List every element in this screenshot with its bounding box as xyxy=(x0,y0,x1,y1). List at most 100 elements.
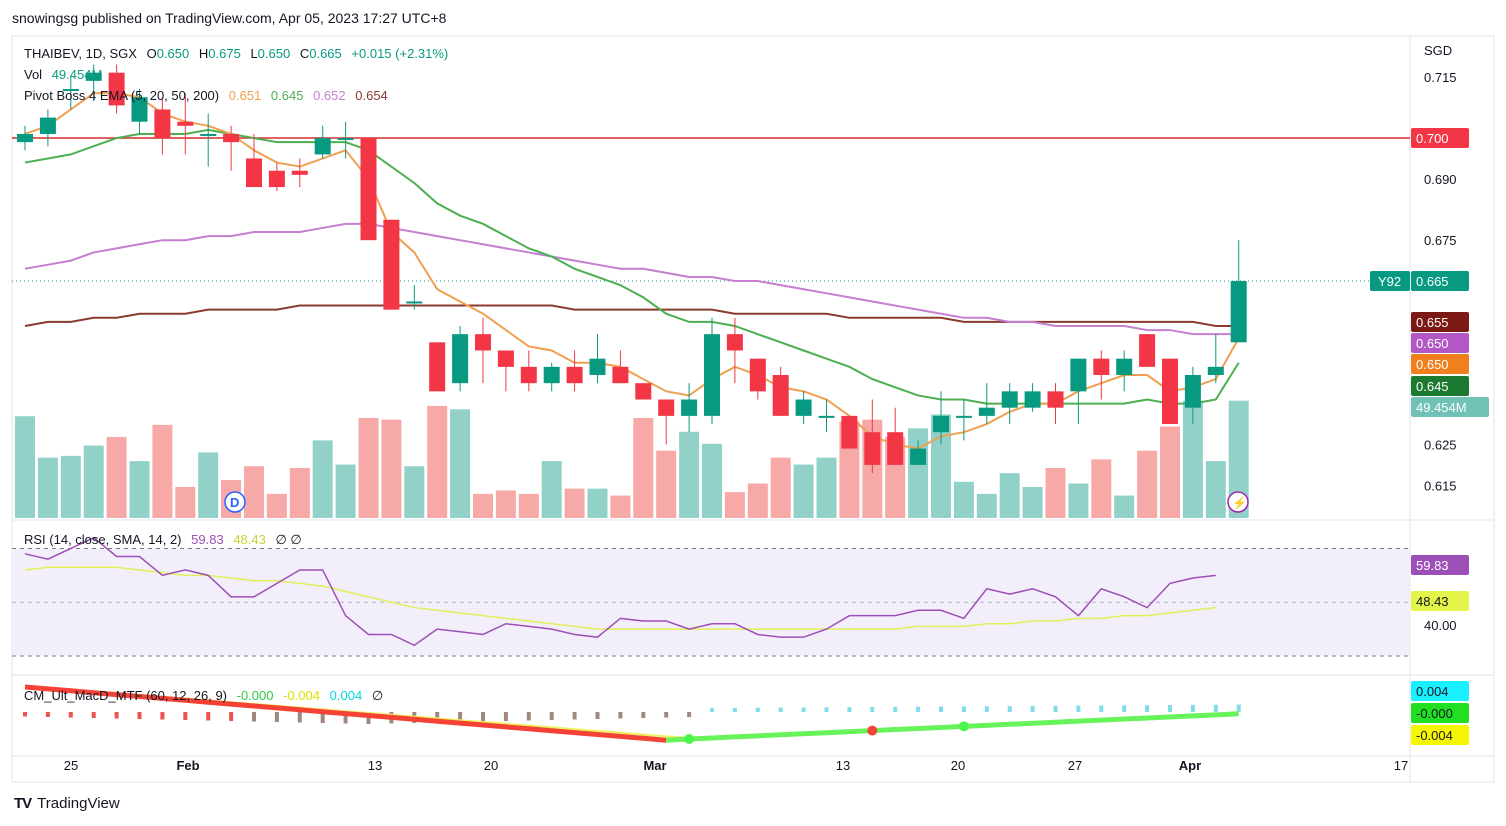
macd-histogram-bar xyxy=(687,712,692,717)
volume-value: 49.454M xyxy=(51,67,103,82)
volume-bar xyxy=(931,414,951,518)
volume-bar xyxy=(1182,400,1203,518)
price-axis-tick: 0.615 xyxy=(1424,478,1457,493)
tag-macd-b-bg xyxy=(1411,703,1469,723)
macd-histogram-bar xyxy=(343,712,348,724)
tag-rsi-sma: 48.43 xyxy=(1416,594,1449,609)
tag-macd-a: 0.004 xyxy=(1416,684,1449,699)
tag-last-bg xyxy=(1411,271,1469,292)
volume-bar xyxy=(587,488,608,518)
tag-ema50: 0.650 xyxy=(1416,336,1449,351)
candle-body xyxy=(85,72,102,81)
volume-bar xyxy=(770,457,791,518)
volume-bar xyxy=(83,445,104,518)
earnings-flash-icon: ⚡ xyxy=(1232,496,1247,510)
rsi-legend[interactable]: RSI (14, close, SMA, 14, 2) 59.83 48.43 … xyxy=(24,532,308,548)
volume-bar xyxy=(129,461,150,518)
macd-cross-dot xyxy=(684,734,695,744)
volume-bar xyxy=(404,466,425,518)
macd-histogram-bar xyxy=(664,712,669,718)
dividend-marker xyxy=(224,491,246,513)
candle-body xyxy=(1207,366,1224,376)
candle-body xyxy=(1139,334,1156,367)
candle-body xyxy=(154,109,171,139)
rsi-sma-line xyxy=(24,566,1216,630)
ema200-line xyxy=(24,304,1239,327)
macd-histogram-bar xyxy=(549,712,554,720)
change-value: +0.015 (+2.31%) xyxy=(351,46,449,61)
macd-histogram-bar xyxy=(710,708,714,712)
volume-bar xyxy=(312,440,333,518)
volume-bar xyxy=(450,409,471,518)
candle-body xyxy=(704,334,720,416)
macd-histogram-bar xyxy=(824,707,829,712)
candle-body xyxy=(1024,391,1041,408)
macd-histogram-bar xyxy=(45,712,50,717)
volume-bar xyxy=(289,467,310,518)
macd-histogram-bar xyxy=(870,706,875,712)
volume-bar xyxy=(564,488,585,518)
macd-histogram-bar xyxy=(481,712,485,722)
candle-body xyxy=(910,448,927,465)
candle-body xyxy=(635,383,652,400)
candle-body xyxy=(864,432,881,465)
candle-body xyxy=(17,133,33,143)
price-axis-tick: 0.690 xyxy=(1424,172,1457,187)
candle-body xyxy=(406,301,423,304)
ema20-value: 0.645 xyxy=(270,88,304,103)
volume-bar xyxy=(106,436,127,518)
volume-legend[interactable]: Vol 49.454M xyxy=(24,67,108,82)
volume-bar xyxy=(1228,400,1249,518)
macd-histogram-bar xyxy=(1007,706,1012,712)
time-axis-label: 25 xyxy=(64,758,78,773)
time-axis-label: Feb xyxy=(176,758,199,773)
volume-bar xyxy=(679,431,700,518)
symbol-legend[interactable]: THAIBEV, 1D, SGX O0.650 H0.675 L0.650 C0… xyxy=(24,46,449,61)
volume-bar xyxy=(1114,495,1135,518)
ema-legend[interactable]: Pivot Boss 4 EMA (5, 20, 50, 200) 0.651 … xyxy=(24,88,394,103)
tag-resistance: 0.700 xyxy=(1416,131,1449,146)
candle-body xyxy=(1230,281,1247,343)
macd-label: CM_Ult_MacD_MTF (60, 12, 26, 9) xyxy=(24,688,228,703)
chart-frame xyxy=(11,35,1495,783)
volume-bar xyxy=(37,457,58,518)
candle-body xyxy=(429,342,446,392)
time-axis-label: Apr xyxy=(1179,758,1201,773)
tag-macd-c-bg xyxy=(1411,725,1469,745)
macd-histogram-bar xyxy=(1213,704,1218,712)
macd-histogram-bar xyxy=(137,712,142,719)
candle-body xyxy=(978,407,995,416)
macd-legend[interactable]: CM_Ult_MacD_MTF (60, 12, 26, 9) -0.000 -… xyxy=(24,688,389,704)
candle-body xyxy=(933,415,949,433)
tag-volume-bg xyxy=(1411,397,1489,417)
macd-histogram-bar xyxy=(641,712,646,718)
time-axis-label: Mar xyxy=(643,758,666,773)
volume-bar xyxy=(724,492,745,518)
macd-histogram-bar xyxy=(1145,705,1150,712)
volume-bar xyxy=(152,424,173,518)
candle-body xyxy=(475,334,491,351)
macd-v2: -0.004 xyxy=(283,688,321,703)
candle-body xyxy=(497,350,514,367)
tag-ema200: 0.655 xyxy=(1416,315,1449,330)
tag-last-label: Y92 xyxy=(1378,274,1401,289)
volume-bar xyxy=(976,493,997,518)
tag-ema20-bg xyxy=(1411,376,1469,396)
candle-body xyxy=(452,334,469,384)
candle-body xyxy=(62,89,79,92)
tradingview-footer[interactable]: TV TradingView xyxy=(14,795,120,812)
tag-rsi-sma-bg xyxy=(1411,591,1469,611)
rsi-value: 59.83 xyxy=(191,532,224,547)
macd-line-bearish xyxy=(24,684,667,743)
candle-body xyxy=(726,334,743,351)
volume-bar xyxy=(1091,459,1112,518)
tag-ema50-bg xyxy=(1411,333,1469,353)
macd-histogram-bar xyxy=(984,706,989,712)
macd-v3: 0.004 xyxy=(329,688,363,703)
candle-body xyxy=(131,97,148,122)
volume-bar xyxy=(60,455,81,518)
rsi-label: RSI (14, close, SMA, 14, 2) xyxy=(24,532,182,547)
macd-histogram-bar xyxy=(526,712,531,721)
macd-histogram-bar xyxy=(91,712,96,718)
